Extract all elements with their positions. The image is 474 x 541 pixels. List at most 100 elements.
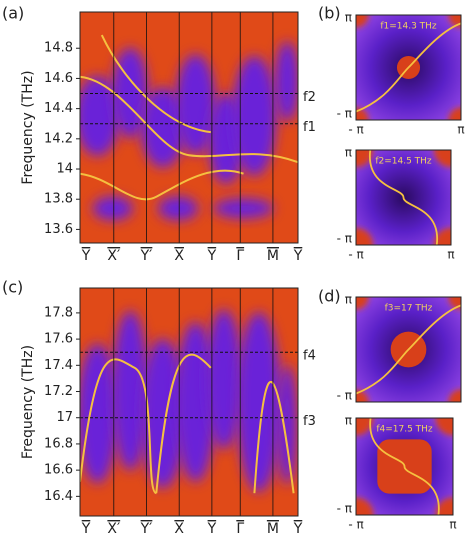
heatmap-region	[158, 196, 199, 221]
panel-label: (c)	[2, 278, 23, 297]
map-title: f2=14.5 THz	[375, 157, 432, 167]
y-tick-label: 13.6	[44, 222, 73, 237]
map-frame	[355, 14, 462, 121]
map	[356, 418, 453, 515]
y-tick-label: 16.8	[44, 436, 73, 451]
map	[356, 297, 461, 402]
marker-label: f4	[303, 349, 316, 364]
axis-pi: π	[345, 293, 352, 307]
axis-neg-pi: - π	[348, 248, 363, 262]
map-corner	[356, 418, 374, 436]
x-tick-label: Y	[207, 521, 217, 537]
heatmap-region	[236, 312, 281, 492]
heatmap-region	[232, 55, 277, 176]
band-curve	[253, 381, 295, 494]
axis-pi: π	[345, 11, 352, 25]
y-tick-label: 16.6	[44, 463, 73, 478]
y-axis-label: Frequency (THz)	[20, 70, 36, 184]
heatmap-region	[80, 343, 118, 484]
map-title: f3=17 THz	[385, 304, 433, 314]
heatmap-region	[175, 54, 216, 155]
band-curve	[80, 358, 158, 495]
heatmap-region	[205, 309, 242, 450]
map-corner	[433, 150, 451, 168]
x-tick-label: X	[174, 248, 184, 264]
plot-frame	[79, 11, 299, 244]
x-tick-label: Y′	[140, 248, 153, 264]
y-axis-label: Frequency (THz)	[20, 345, 36, 459]
x-tick-label: X	[174, 521, 184, 537]
axis-neg-pi: - π	[337, 232, 352, 246]
y-tick-label: 16.4	[44, 489, 73, 504]
y-tick-label: 17.8	[44, 305, 73, 320]
map-corner	[435, 497, 453, 515]
y-tick-label: 17	[56, 410, 73, 425]
marker-label: f2	[303, 90, 316, 105]
y-tick-label: 14.2	[44, 131, 73, 146]
y-tick-label: 14	[56, 162, 73, 177]
x-tick-label: Y	[293, 521, 303, 537]
panel-label: (d)	[318, 287, 341, 306]
marker-label: f3	[303, 414, 316, 429]
band-curve	[155, 353, 212, 494]
x-tick-label: Γ	[236, 521, 244, 537]
map-corner	[356, 15, 369, 28]
band-curve	[80, 169, 244, 201]
axis-pi: π	[345, 414, 352, 428]
map-corner	[448, 107, 461, 120]
axis-pi: π	[457, 123, 464, 137]
axis-neg-pi: - π	[337, 107, 352, 121]
iso-contour	[356, 304, 461, 395]
heatmap-region	[92, 196, 133, 221]
x-tick-label: M	[267, 248, 279, 264]
heatmap-region	[112, 310, 149, 471]
y-tick-label: 14.8	[44, 41, 73, 56]
axis-pi: π	[447, 248, 454, 262]
heatmap-region	[140, 87, 185, 168]
heatmap	[80, 288, 298, 516]
map-corner	[356, 150, 374, 168]
panel-label: (b)	[318, 4, 341, 23]
marker-label: f1	[303, 120, 316, 135]
axis-neg-pi: - π	[337, 389, 352, 403]
y-tick-label: 17.2	[44, 384, 73, 399]
iso-contour	[369, 150, 438, 245]
map-frame	[355, 417, 454, 516]
map-corner	[448, 389, 461, 402]
x-tick-label: Y	[81, 521, 91, 537]
axis-neg-pi: - π	[348, 518, 363, 532]
iso-contour	[369, 418, 440, 515]
map-corner	[435, 418, 453, 436]
heatmap-region	[275, 41, 298, 122]
x-tick-label: X′	[107, 248, 120, 264]
y-tick-label: 13.8	[44, 192, 73, 207]
heatmap	[80, 12, 298, 243]
heatmap-region	[140, 338, 185, 489]
x-tick-label: Γ	[236, 248, 244, 264]
panel-label: (a)	[2, 4, 24, 23]
x-tick-label: M	[267, 521, 279, 537]
y-tick-label: 14.6	[44, 71, 73, 86]
map	[356, 150, 451, 245]
axis-neg-pi: - π	[348, 123, 363, 137]
map-title: f4=17.5 THz	[376, 425, 433, 435]
iso-contour	[356, 22, 461, 113]
axis-pi: π	[345, 146, 352, 160]
heatmap-region	[80, 75, 120, 156]
heatmap-region	[277, 364, 298, 485]
band-curve	[80, 75, 298, 164]
plot-frame	[79, 287, 299, 517]
heatmap-region	[213, 198, 274, 219]
x-tick-label: Y	[81, 248, 91, 264]
y-tick-label: 14.4	[44, 101, 73, 116]
y-tick-label: 17.4	[44, 358, 73, 373]
map-corner	[356, 227, 374, 245]
x-tick-label: X′	[107, 521, 120, 537]
map-frame	[355, 296, 462, 403]
map-corner	[356, 497, 374, 515]
x-tick-label: Y′	[140, 521, 153, 537]
x-tick-label: Y	[207, 248, 217, 264]
band-curve	[100, 34, 211, 134]
x-tick-label: Y	[293, 248, 303, 264]
